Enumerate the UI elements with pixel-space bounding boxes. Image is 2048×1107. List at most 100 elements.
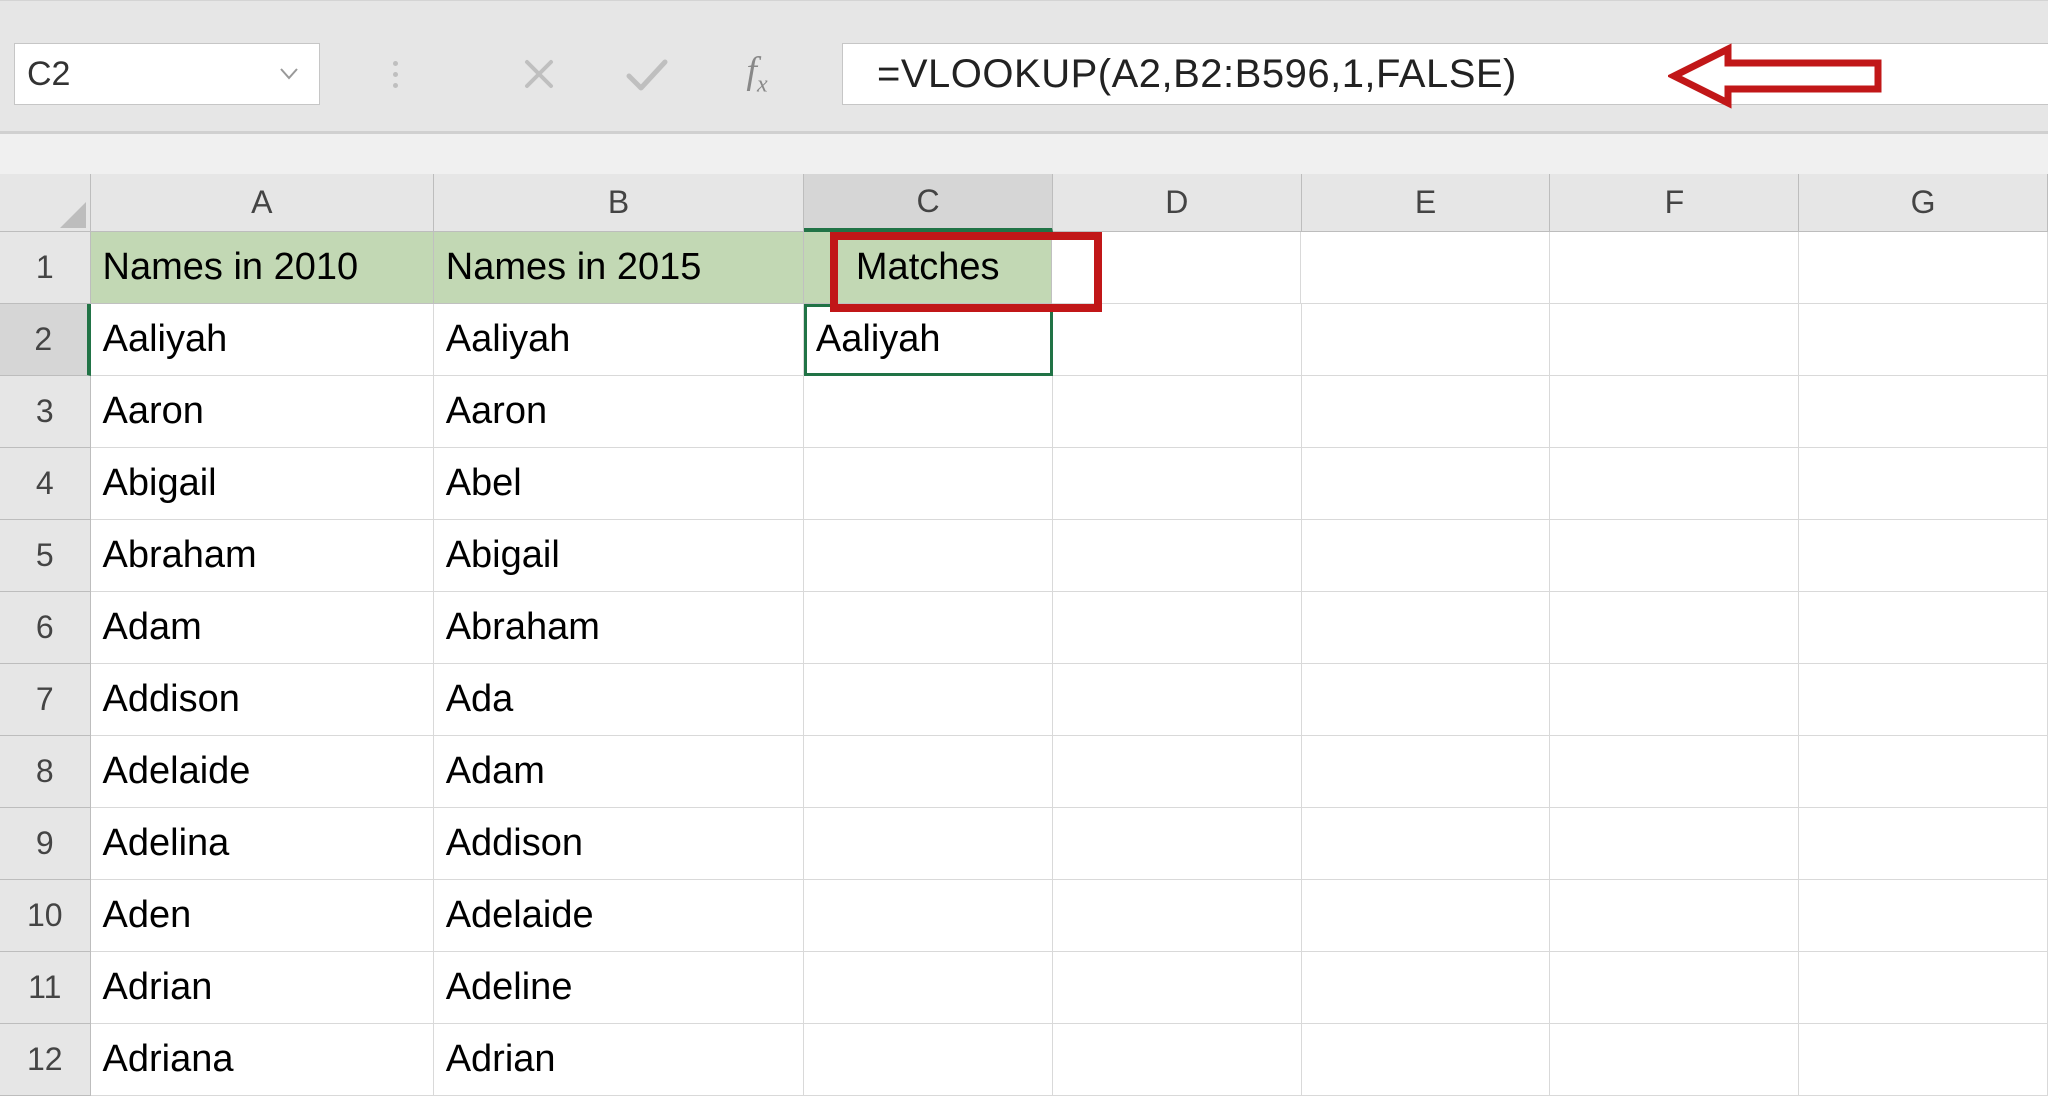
cell-B12[interactable]: Adrian bbox=[434, 1024, 804, 1096]
cell-G3[interactable] bbox=[1799, 376, 2048, 448]
column-header-F[interactable]: F bbox=[1550, 174, 1799, 232]
cell-A11[interactable]: Adrian bbox=[91, 952, 434, 1024]
cell-G1[interactable] bbox=[1799, 232, 2048, 304]
cell-E7[interactable] bbox=[1302, 664, 1551, 736]
enter-icon[interactable] bbox=[612, 43, 682, 105]
column-header-C[interactable]: C bbox=[804, 174, 1053, 232]
column-header-B[interactable]: B bbox=[434, 174, 804, 232]
cell-E3[interactable] bbox=[1302, 376, 1551, 448]
cell-C1[interactable]: Matches bbox=[804, 232, 1052, 304]
cell-E9[interactable] bbox=[1302, 808, 1551, 880]
cell-B9[interactable]: Addison bbox=[434, 808, 804, 880]
cell-B10[interactable]: Adelaide bbox=[434, 880, 804, 952]
row-header-5[interactable]: 5 bbox=[0, 520, 91, 592]
cell-G5[interactable] bbox=[1799, 520, 2048, 592]
cell-C10[interactable] bbox=[804, 880, 1053, 952]
cell-A3[interactable]: Aaron bbox=[91, 376, 434, 448]
cell-C4[interactable] bbox=[804, 448, 1053, 520]
cell-A1[interactable]: Names in 2010 bbox=[91, 232, 434, 304]
cell-E4[interactable] bbox=[1302, 448, 1551, 520]
cell-A8[interactable]: Adelaide bbox=[91, 736, 434, 808]
column-header-D[interactable]: D bbox=[1053, 174, 1302, 232]
row-header-1[interactable]: 1 bbox=[0, 232, 91, 304]
cell-G12[interactable] bbox=[1799, 1024, 2048, 1096]
row-header-9[interactable]: 9 bbox=[0, 808, 91, 880]
cell-A5[interactable]: Abraham bbox=[91, 520, 434, 592]
cell-C12[interactable] bbox=[804, 1024, 1053, 1096]
cell-G6[interactable] bbox=[1799, 592, 2048, 664]
cell-B5[interactable]: Abigail bbox=[434, 520, 804, 592]
row-header-7[interactable]: 7 bbox=[0, 664, 91, 736]
column-header-E[interactable]: E bbox=[1302, 174, 1551, 232]
cell-F2[interactable] bbox=[1550, 304, 1799, 376]
cell-B7[interactable]: Ada bbox=[434, 664, 804, 736]
cell-E6[interactable] bbox=[1302, 592, 1551, 664]
cell-E1[interactable] bbox=[1301, 232, 1550, 304]
row-header-3[interactable]: 3 bbox=[0, 376, 91, 448]
cell-G4[interactable] bbox=[1799, 448, 2048, 520]
cell-C5[interactable] bbox=[804, 520, 1053, 592]
cell-B2[interactable]: Aaliyah bbox=[434, 304, 804, 376]
cell-B8[interactable]: Adam bbox=[434, 736, 804, 808]
cell-E12[interactable] bbox=[1302, 1024, 1551, 1096]
cell-A7[interactable]: Addison bbox=[91, 664, 434, 736]
cell-A10[interactable]: Aden bbox=[91, 880, 434, 952]
fx-icon[interactable]: fx bbox=[722, 43, 792, 105]
cell-A4[interactable]: Abigail bbox=[91, 448, 434, 520]
cell-C3[interactable] bbox=[804, 376, 1053, 448]
cell-A6[interactable]: Adam bbox=[91, 592, 434, 664]
cell-B6[interactable]: Abraham bbox=[434, 592, 804, 664]
cell-D10[interactable] bbox=[1053, 880, 1302, 952]
cell-F10[interactable] bbox=[1550, 880, 1799, 952]
cell-G9[interactable] bbox=[1799, 808, 2048, 880]
cell-A12[interactable]: Adriana bbox=[91, 1024, 434, 1096]
cell-D12[interactable] bbox=[1053, 1024, 1302, 1096]
cell-D9[interactable] bbox=[1053, 808, 1302, 880]
cell-B11[interactable]: Adeline bbox=[434, 952, 804, 1024]
select-all-corner[interactable] bbox=[0, 174, 91, 232]
cell-F8[interactable] bbox=[1550, 736, 1799, 808]
cell-C11[interactable] bbox=[804, 952, 1053, 1024]
cell-B1[interactable]: Names in 2015 bbox=[434, 232, 804, 304]
column-header-G[interactable]: G bbox=[1799, 174, 2048, 232]
cell-D5[interactable] bbox=[1053, 520, 1302, 592]
cell-F4[interactable] bbox=[1550, 448, 1799, 520]
cell-F9[interactable] bbox=[1550, 808, 1799, 880]
row-header-8[interactable]: 8 bbox=[0, 736, 91, 808]
formula-input[interactable]: =VLOOKUP(A2,B2:B596,1,FALSE) bbox=[842, 43, 2048, 105]
cell-A9[interactable]: Adelina bbox=[91, 808, 434, 880]
cell-D6[interactable] bbox=[1053, 592, 1302, 664]
cell-F3[interactable] bbox=[1550, 376, 1799, 448]
cell-C9[interactable] bbox=[804, 808, 1053, 880]
name-box-dropdown-icon[interactable] bbox=[269, 44, 309, 104]
cell-E8[interactable] bbox=[1302, 736, 1551, 808]
cell-F11[interactable] bbox=[1550, 952, 1799, 1024]
cell-G11[interactable] bbox=[1799, 952, 2048, 1024]
cell-C8[interactable] bbox=[804, 736, 1053, 808]
cancel-icon[interactable] bbox=[504, 43, 574, 105]
row-header-4[interactable]: 4 bbox=[0, 448, 91, 520]
cell-D1[interactable] bbox=[1052, 232, 1301, 304]
row-header-11[interactable]: 11 bbox=[0, 952, 91, 1024]
cell-F7[interactable] bbox=[1550, 664, 1799, 736]
row-header-12[interactable]: 12 bbox=[0, 1024, 91, 1096]
row-header-2[interactable]: 2 bbox=[0, 304, 91, 376]
column-header-A[interactable]: A bbox=[91, 174, 434, 232]
cell-D8[interactable] bbox=[1053, 736, 1302, 808]
cell-D4[interactable] bbox=[1053, 448, 1302, 520]
cell-C7[interactable] bbox=[804, 664, 1053, 736]
cell-D2[interactable] bbox=[1053, 304, 1302, 376]
cell-F6[interactable] bbox=[1550, 592, 1799, 664]
row-header-6[interactable]: 6 bbox=[0, 592, 91, 664]
cell-F1[interactable] bbox=[1550, 232, 1799, 304]
cell-B3[interactable]: Aaron bbox=[434, 376, 804, 448]
row-header-10[interactable]: 10 bbox=[0, 880, 91, 952]
cell-G2[interactable] bbox=[1799, 304, 2048, 376]
cell-E2[interactable] bbox=[1302, 304, 1551, 376]
cell-G8[interactable] bbox=[1799, 736, 2048, 808]
cell-F5[interactable] bbox=[1550, 520, 1799, 592]
cell-C6[interactable] bbox=[804, 592, 1053, 664]
cell-C2[interactable]: Aaliyah bbox=[804, 304, 1053, 376]
cell-E5[interactable] bbox=[1302, 520, 1551, 592]
cell-E11[interactable] bbox=[1302, 952, 1551, 1024]
